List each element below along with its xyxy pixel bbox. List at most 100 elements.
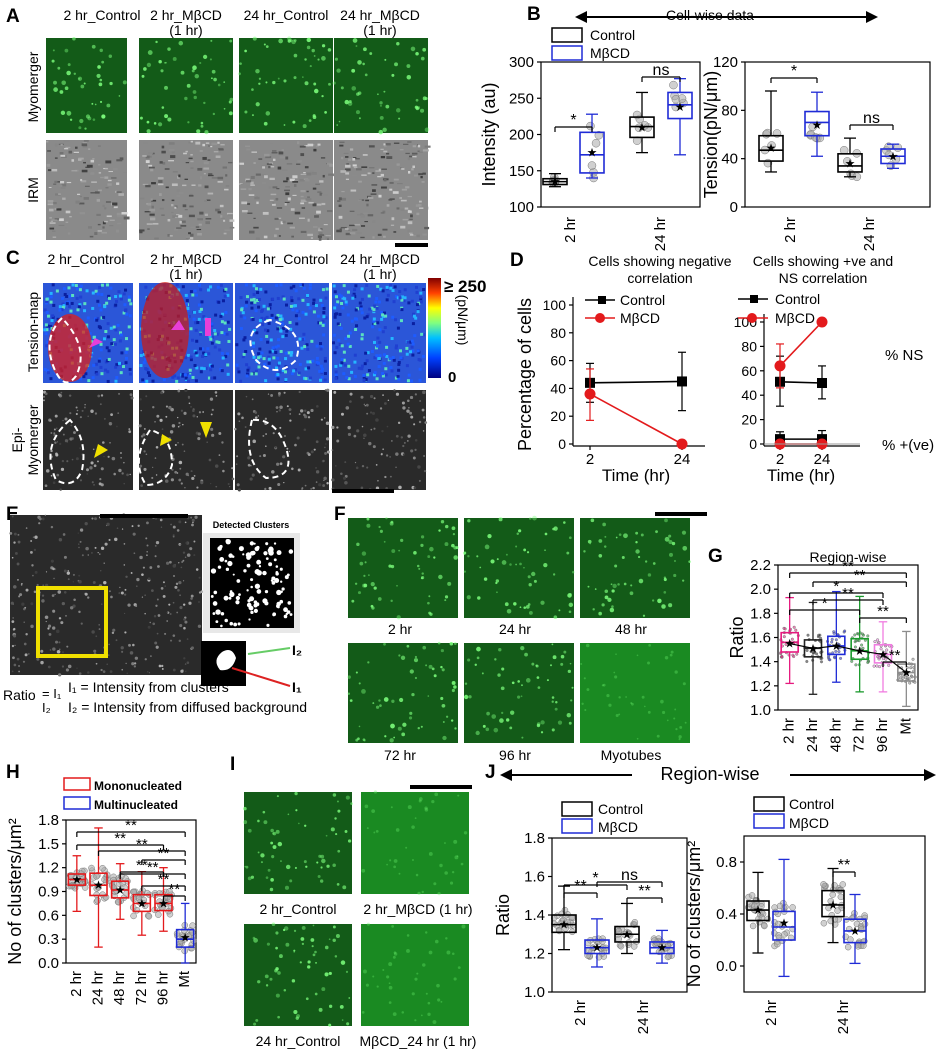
cluster-dot <box>270 841 274 845</box>
pixel <box>270 315 274 319</box>
pixel <box>214 313 218 317</box>
speckle <box>196 416 199 418</box>
texture <box>62 197 66 200</box>
speckle <box>418 479 421 482</box>
cluster-dot <box>295 1016 299 1020</box>
cluster-dot <box>647 661 650 665</box>
e-detected-cluster <box>265 557 269 561</box>
pixel <box>292 369 296 373</box>
pixel <box>422 333 426 337</box>
pixel <box>319 298 323 302</box>
texture <box>424 226 430 230</box>
pixel <box>375 377 379 381</box>
texture <box>80 178 83 182</box>
y-tick-label: 0.8 <box>716 854 737 871</box>
speckle <box>407 434 411 438</box>
pixel <box>207 352 211 356</box>
speckle <box>98 482 102 486</box>
pixel <box>280 317 284 321</box>
pixel <box>115 376 119 380</box>
texture <box>401 188 408 191</box>
data-point <box>820 919 828 927</box>
cluster-dot <box>414 977 418 981</box>
cluster-dot <box>391 699 395 703</box>
data-point <box>827 917 834 925</box>
cluster-dot <box>388 1001 392 1004</box>
speckle <box>297 468 301 472</box>
x-axis-label: Time (hr) <box>602 466 670 485</box>
pixel <box>312 310 316 314</box>
cluster-dot <box>64 48 69 53</box>
label-line: 2 hr_MβCD <box>150 251 222 267</box>
pixel <box>416 310 420 314</box>
texture <box>229 226 235 229</box>
texture <box>89 235 94 238</box>
pixel <box>78 303 82 307</box>
c-outline <box>249 318 300 371</box>
texture <box>46 163 51 167</box>
texture <box>263 235 268 239</box>
pixel <box>375 297 379 301</box>
pixel <box>422 288 426 292</box>
speckle <box>79 528 84 532</box>
e-detected-cluster <box>271 580 276 585</box>
image-bg <box>348 518 458 618</box>
speckle <box>23 642 27 646</box>
cluster-dot <box>223 81 226 83</box>
speckle <box>53 432 56 435</box>
cluster-dot <box>568 721 572 725</box>
pixel <box>120 351 124 355</box>
cluster-dot <box>451 680 456 685</box>
pixel <box>144 285 148 289</box>
speckle <box>152 622 156 626</box>
pixel <box>419 300 423 304</box>
texture <box>312 203 317 207</box>
speckle <box>414 393 417 396</box>
box-MβCD <box>804 110 830 137</box>
texture <box>393 142 400 144</box>
significance-label: ** <box>854 567 866 584</box>
texture <box>296 163 301 165</box>
image-bg <box>580 518 690 618</box>
cluster-dot <box>451 543 455 548</box>
texture <box>348 158 352 161</box>
pixel <box>96 292 100 296</box>
pixel <box>250 306 254 310</box>
cluster-dot <box>611 605 614 608</box>
pixel <box>183 373 187 377</box>
cluster-dot <box>345 970 349 973</box>
speckle <box>252 439 256 444</box>
e-detected-cluster <box>236 579 241 583</box>
speckle <box>190 470 193 473</box>
colorbar-min: 0 <box>448 369 456 386</box>
pixel <box>95 316 99 320</box>
speckle <box>377 479 379 482</box>
pixel <box>265 315 269 319</box>
e-detected-cluster <box>235 600 240 605</box>
cluster-dot <box>487 534 492 539</box>
pixel <box>306 294 310 298</box>
speckle <box>325 421 330 425</box>
speckle <box>413 486 417 490</box>
cluster-dot <box>581 702 584 705</box>
data-point <box>853 640 857 644</box>
speckle <box>190 406 192 408</box>
cluster-dot <box>445 937 448 940</box>
speckle <box>97 394 101 398</box>
cluster-dot <box>673 560 676 563</box>
e-ratio-text: Ratio <box>3 687 36 703</box>
e-detected-cluster <box>281 587 285 591</box>
texture <box>286 163 293 165</box>
x-tick-label: 2 hr <box>562 217 579 243</box>
pixel <box>125 312 129 316</box>
speckle <box>117 412 120 414</box>
texture <box>251 151 258 153</box>
speckle <box>395 466 397 469</box>
pixel <box>381 314 385 318</box>
texture <box>64 148 69 150</box>
speckle <box>17 533 20 536</box>
pixel <box>143 357 147 361</box>
texture <box>202 156 207 160</box>
pixel <box>324 296 328 300</box>
speckle <box>197 624 202 628</box>
